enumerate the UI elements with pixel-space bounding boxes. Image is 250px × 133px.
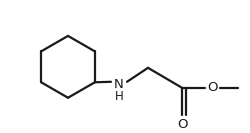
Text: N: N xyxy=(114,78,124,91)
Text: O: O xyxy=(178,118,188,131)
Text: H: H xyxy=(114,90,124,103)
Text: O: O xyxy=(208,81,218,94)
